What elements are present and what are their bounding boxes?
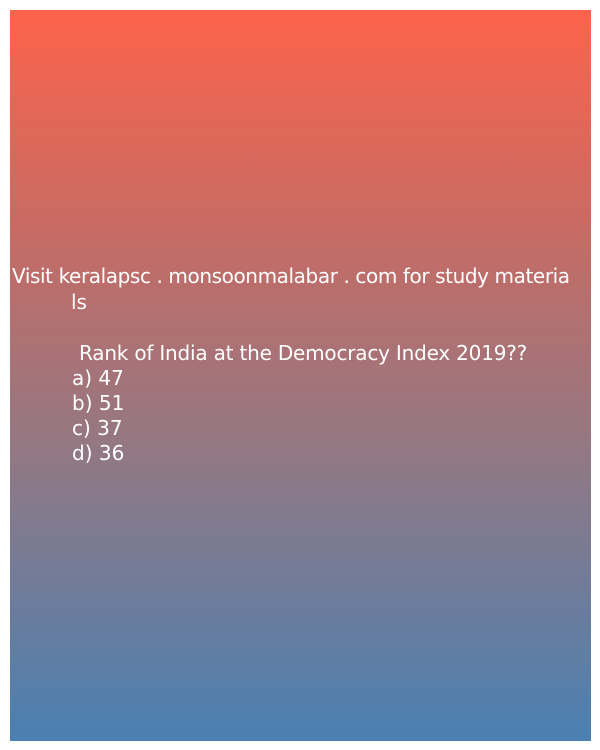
promo-text-line-1: Visit keralapsc . monsoonmalabar . com f… (12, 264, 570, 288)
option-a: a) 47 (72, 366, 124, 390)
option-b: b) 51 (72, 391, 125, 415)
option-d: d) 36 (72, 441, 125, 465)
quiz-card: Visit keralapsc . monsoonmalabar . com f… (10, 10, 591, 741)
option-c: c) 37 (72, 416, 123, 440)
question-text: Rank of India at the Democracy Index 201… (79, 341, 528, 365)
promo-text-line-2: ls (71, 290, 87, 314)
